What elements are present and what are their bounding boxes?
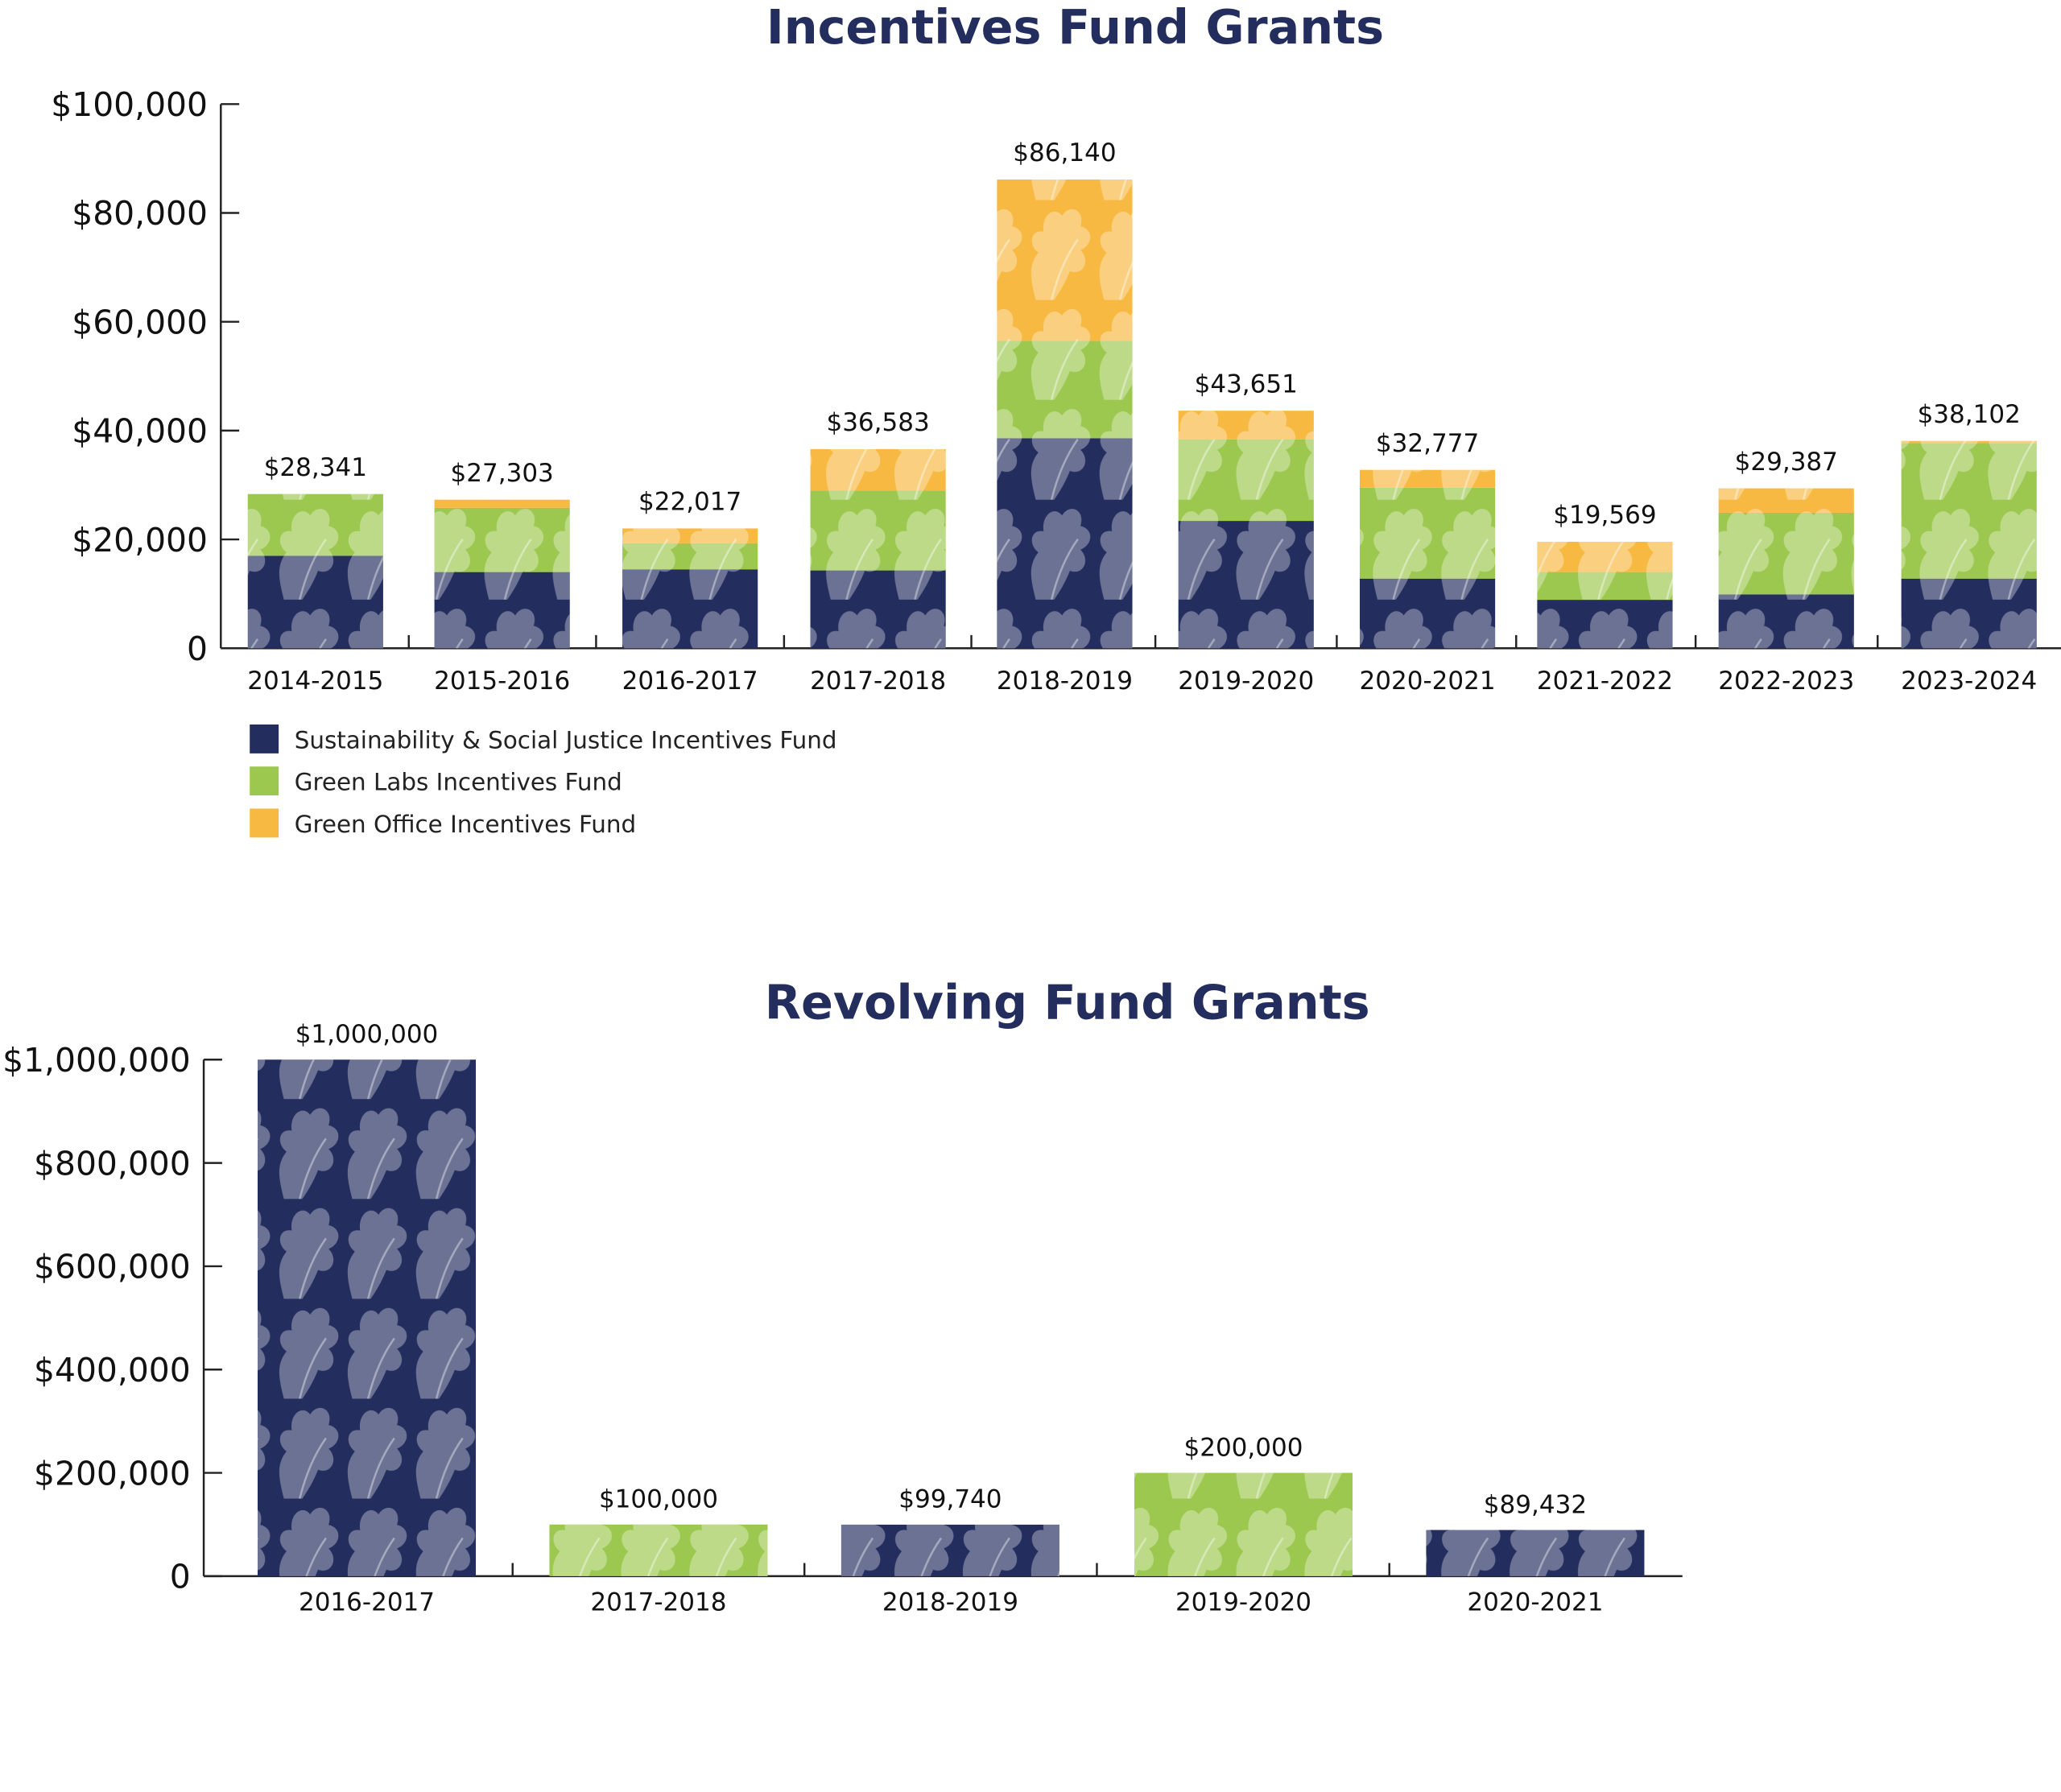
x-tick-label: 2022-2023 [1718, 667, 1854, 696]
x-tick-label: 2020-2021 [1467, 1588, 1603, 1617]
bar-segment-pattern [997, 180, 1133, 341]
bar-pattern [841, 1524, 1059, 1576]
bar-pattern [549, 1524, 768, 1576]
y-tick-label: $400,000 [34, 1351, 191, 1389]
bar-segment-pattern [1901, 443, 2037, 579]
bar-segment-pattern [1178, 439, 1314, 522]
data-label: $38,102 [1918, 400, 2021, 429]
data-label: $32,777 [1376, 429, 1479, 458]
x-tick-label: 2021-2022 [1537, 667, 1673, 696]
y-tick-label: $800,000 [34, 1144, 191, 1183]
data-label: $19,569 [1553, 501, 1656, 530]
bar-segment-pattern [1178, 411, 1314, 440]
bar-segment-pattern [1718, 594, 1854, 649]
bar-segment-pattern [434, 499, 570, 508]
x-tick-label: 2020-2021 [1360, 667, 1496, 696]
data-label: $99,740 [898, 1485, 1002, 1514]
bar-segment-pattern [810, 448, 946, 491]
bar-segment-pattern [434, 507, 570, 572]
x-tick-label: 2018-2019 [997, 667, 1133, 696]
bar-segment-pattern [997, 341, 1133, 439]
x-tick-label: 2014-2015 [247, 667, 383, 696]
bar-segment-pattern [1718, 488, 1854, 513]
legend-swatch [250, 808, 279, 838]
data-label: $28,341 [264, 453, 367, 482]
bar-segment-pattern [622, 543, 758, 570]
x-tick-label: 2017-2018 [810, 667, 946, 696]
x-tick-label: 2016-2017 [622, 667, 758, 696]
x-tick-label: 2023-2024 [1901, 667, 2037, 696]
y-tick-label: $600,000 [34, 1248, 191, 1286]
bar-segment-pattern [1537, 572, 1673, 601]
revolving-chart: 0 $200,000 $400,000 $600,000 $800,000 $1,000,… [2, 1020, 1683, 1617]
bar-segment-pattern [247, 555, 383, 649]
legend-swatch [250, 766, 279, 796]
x-tick-label: 2019-2020 [1178, 667, 1314, 696]
y-tick-label: $20,000 [72, 521, 208, 559]
legend: Sustainability & Social Justice Incentiv… [250, 724, 837, 838]
legend-label: Sustainability & Social Justice Incentiv… [295, 726, 837, 754]
bar-segment-pattern [1537, 600, 1673, 649]
bar-segment-pattern [1178, 521, 1314, 649]
bar-segment-pattern [1359, 469, 1496, 488]
data-label: $22,017 [638, 488, 741, 517]
bar-segment-pattern [997, 438, 1133, 649]
y-tick-label: $40,000 [72, 412, 208, 451]
bar-pattern [1134, 1472, 1353, 1576]
bar-segment-pattern [622, 569, 758, 649]
bar-segment-pattern [1901, 578, 2037, 649]
data-label: $43,651 [1195, 370, 1298, 398]
bar-segment-pattern [434, 572, 570, 649]
legend-label: Green Labs Incentives Fund [295, 769, 622, 796]
bar-segment-pattern [810, 570, 946, 649]
y-tick-label: $100,000 [51, 85, 208, 124]
bar-segment-pattern [1901, 440, 2037, 444]
data-label: $100,000 [599, 1485, 718, 1514]
y-tick-label: $60,000 [72, 303, 208, 341]
data-label: $1,000,000 [295, 1020, 439, 1049]
legend-label: Green Office Incentives Fund [295, 811, 636, 838]
y-tick-label: 0 [170, 1558, 191, 1596]
data-label: $36,583 [826, 408, 929, 437]
bar-segment-pattern [247, 493, 383, 556]
bar-pattern [1426, 1530, 1645, 1576]
incentives-chart: 0 $20,000 $40,000 $60,000 $80,000 $100,000 $28… [51, 85, 2061, 696]
y-tick-label: $1,000,000 [2, 1041, 191, 1080]
x-tick-label: 2016-2017 [299, 1588, 435, 1617]
data-label: $86,140 [1013, 138, 1116, 167]
data-label: $200,000 [1183, 1433, 1303, 1462]
bar-segment-pattern [1537, 541, 1673, 572]
data-label: $29,387 [1735, 448, 1838, 477]
y-tick-label: $200,000 [34, 1454, 191, 1493]
bar-segment-pattern [1359, 487, 1496, 579]
bar-segment-pattern [1718, 512, 1854, 595]
y-tick-label: $80,000 [72, 194, 208, 233]
y-tick-label: 0 [187, 630, 208, 668]
bar-segment-pattern [622, 528, 758, 543]
x-tick-label: 2015-2016 [434, 667, 570, 696]
chart-title-incentives: Incentives Fund Grants [766, 0, 1384, 55]
chart-title-revolving: Revolving Fund Grants [765, 975, 1370, 1030]
x-tick-label: 2018-2019 [882, 1588, 1018, 1617]
bar-pattern [258, 1059, 477, 1576]
bar-segment-pattern [1359, 578, 1496, 649]
x-tick-label: 2019-2020 [1175, 1588, 1311, 1617]
legend-swatch [250, 724, 279, 754]
bar-segment-pattern [810, 490, 946, 571]
data-label: $27,303 [451, 459, 554, 488]
data-label: $89,432 [1484, 1490, 1587, 1519]
x-tick-label: 2017-2018 [590, 1588, 726, 1617]
